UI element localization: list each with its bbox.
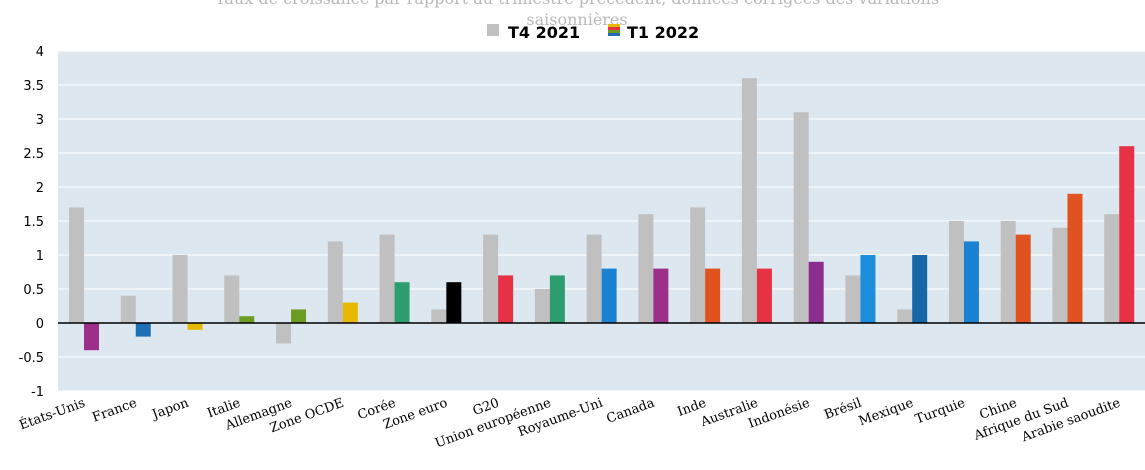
x-tick-label: États-Unis: [17, 395, 87, 434]
x-axis-ticks: États-Unis France Japon ItalieAllemagneZone…: [17, 395, 1123, 452]
bar-t4-2021: [845, 275, 861, 323]
bar-t4-2021: [741, 78, 757, 323]
legend-swatch-stripe: [608, 30, 620, 33]
y-tick-label: 0: [36, 317, 44, 332]
bar-t4-2021: [897, 309, 913, 323]
bar-t4-2021: [793, 112, 809, 323]
bar-t1-2022: [1015, 234, 1031, 323]
bar-t4-2021: [638, 214, 654, 323]
legend-swatch-stripe: [608, 24, 620, 27]
bar-t1-2022: [1119, 146, 1135, 323]
y-tick-label: 1.5: [23, 215, 44, 230]
bar-t1-2022: [342, 302, 358, 323]
bar-t4-2021: [172, 255, 188, 323]
bar-t4-2021: [1000, 221, 1016, 323]
bar-t4-2021: [327, 241, 343, 323]
chart-subtitle-line1: Taux de croissance par rapport au trimes…: [215, 0, 939, 8]
bar-t1-2022: [498, 275, 514, 323]
legend-label-t1-2022: T1 2022: [627, 23, 699, 42]
bar-t4-2021: [276, 323, 292, 344]
bar-t1-2022: [135, 323, 151, 337]
x-tick-label: Mexique: [857, 396, 916, 430]
bar-t4-2021: [120, 295, 136, 323]
bar-t1-2022: [187, 323, 203, 330]
y-tick-label: 2: [36, 181, 44, 196]
bar-t1-2022: [912, 255, 928, 323]
bar-t1-2022: [808, 261, 824, 323]
bar-t1-2022: [653, 268, 669, 323]
y-tick-label: -0.5: [19, 351, 44, 366]
bar-t4-2021: [224, 275, 240, 323]
y-tick-label: 2.5: [23, 147, 44, 162]
y-tick-label: 3: [36, 113, 44, 128]
legend-swatch-stripe: [608, 27, 620, 30]
bar-t4-2021: [1104, 214, 1120, 323]
legend-swatch-stripe: [608, 33, 620, 36]
bar-t4-2021: [690, 207, 706, 323]
bar-t4-2021: [1052, 227, 1068, 323]
legend-swatch-t1-2022: [608, 24, 620, 36]
bar-t1-2022: [394, 282, 410, 323]
bar-t1-2022: [601, 268, 617, 323]
bar-t1-2022: [1067, 193, 1083, 323]
y-axis-ticks: -1 -0.5 0 0.5 1 1.5 2 2.5 3 3.5 4: [19, 45, 44, 400]
bar-t1-2022: [705, 268, 721, 323]
legend: T4 2021 T1 2022: [487, 23, 699, 42]
bar-t4-2021: [948, 221, 964, 323]
bar-t1-2022: [239, 316, 255, 323]
bar-t1-2022: [84, 323, 99, 351]
bar-t4-2021: [431, 309, 447, 323]
y-tick-label: 1: [36, 249, 44, 264]
bar-t1-2022: [860, 255, 876, 323]
bar-t1-2022: [549, 275, 565, 323]
bar-t1-2022: [756, 268, 772, 323]
bars: [69, 78, 1135, 351]
x-tick-label: Japon: [149, 395, 192, 423]
bar-t1-2022: [446, 282, 462, 323]
y-tick-label: -1: [31, 385, 44, 400]
legend-swatch-t4-2021: [487, 24, 499, 36]
chart-subtitle-line2: saisonnières: [526, 10, 627, 29]
x-tick-label: Canada: [605, 396, 657, 427]
bar-t4-2021: [379, 234, 395, 323]
bar-t4-2021: [586, 234, 602, 323]
bar-t4-2021: [483, 234, 499, 323]
y-tick-label: 4: [36, 45, 44, 60]
x-tick-label: Turquie: [913, 396, 967, 428]
y-tick-label: 0.5: [23, 283, 44, 298]
bar-t4-2021: [69, 207, 84, 323]
bar-t1-2022: [963, 241, 979, 323]
bar-t4-2021: [534, 289, 550, 323]
y-tick-label: 3.5: [23, 79, 44, 94]
x-tick-label: France: [90, 396, 139, 426]
bar-t1-2022: [291, 309, 307, 323]
legend-label-t4-2021: T4 2021: [508, 23, 580, 42]
